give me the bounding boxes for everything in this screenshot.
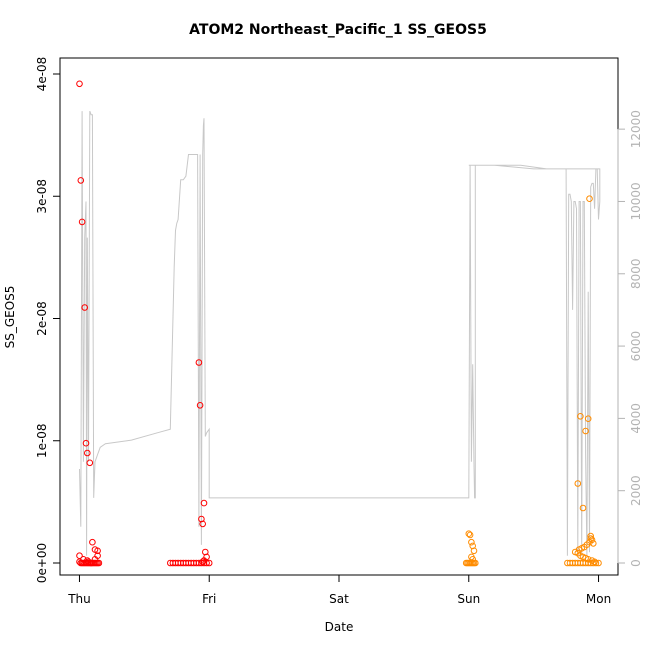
- data-point: [200, 557, 208, 564]
- y-tick-label: 1e-08: [35, 423, 49, 458]
- data-point: [200, 499, 208, 507]
- x-tick-label: Sat: [329, 592, 349, 606]
- data-point: [587, 532, 595, 540]
- y2-tick-label: 6000: [629, 331, 643, 362]
- data-point: [468, 538, 475, 546]
- points-layer: [76, 80, 602, 567]
- data-point: [84, 449, 91, 457]
- y2-tick-label: 12000: [629, 110, 643, 148]
- data-point: [579, 504, 587, 512]
- data-point: [577, 413, 584, 420]
- data-point: [82, 439, 90, 447]
- x-axis: Thu Fri Sat Sun Mon: [67, 574, 611, 606]
- data-point: [195, 359, 203, 366]
- y-axis-label: SS_GEOS5: [3, 286, 17, 349]
- y-axis-left: 0e+00 1e-08 2e-08 3e-08 4e-08: [35, 57, 61, 583]
- data-point: [470, 547, 478, 555]
- data-point: [465, 530, 473, 538]
- data-point: [80, 556, 87, 563]
- data-point: [196, 402, 204, 409]
- data-point: [95, 559, 103, 567]
- chart-title: ATOM2 Northeast_Pacific_1 SS_GEOS5: [189, 22, 487, 38]
- y2-tick-label: 2000: [629, 475, 643, 506]
- data-point: [81, 304, 88, 311]
- data-point: [582, 427, 589, 435]
- data-point: [89, 538, 96, 546]
- data-point: [584, 415, 592, 423]
- data-point: [76, 80, 83, 88]
- y2-tick-label: 10000: [629, 182, 643, 220]
- data-point: [94, 547, 101, 555]
- y-tick-label: 0e+00: [35, 543, 49, 583]
- y2-tick-label: 0: [629, 559, 643, 567]
- data-point: [469, 556, 477, 563]
- y-tick-label: 4e-08: [35, 57, 49, 92]
- data-point: [574, 480, 582, 487]
- data-point: [199, 558, 206, 566]
- data-point: [91, 556, 99, 563]
- data-point: [590, 540, 597, 547]
- y2-tick-label: 8000: [629, 258, 643, 289]
- data-point: [77, 177, 85, 184]
- data-point: [193, 559, 200, 567]
- data-point: [586, 195, 593, 202]
- x-tick-label: Sun: [457, 592, 480, 606]
- data-point: [86, 459, 94, 467]
- x-tick-label: Fri: [202, 592, 216, 606]
- data-point: [87, 559, 95, 567]
- x-tick-label: Mon: [586, 592, 611, 606]
- y-tick-label: 3e-08: [35, 179, 49, 214]
- data-point: [584, 556, 592, 563]
- data-point: [586, 538, 593, 546]
- x-axis-label: Date: [325, 620, 354, 634]
- data-point: [595, 559, 602, 567]
- y-tick-label: 2e-08: [35, 301, 49, 336]
- data-point: [199, 520, 206, 528]
- data-point: [78, 218, 86, 226]
- y2-tick-label: 4000: [629, 403, 643, 434]
- data-point: [587, 535, 595, 542]
- y-axis-right: 0 2000 4000 6000 8000 10000 12000: [617, 110, 643, 567]
- x-tick-label: Thu: [67, 592, 91, 606]
- data-point: [466, 531, 474, 539]
- data-point: [205, 559, 213, 567]
- data-point: [591, 558, 598, 566]
